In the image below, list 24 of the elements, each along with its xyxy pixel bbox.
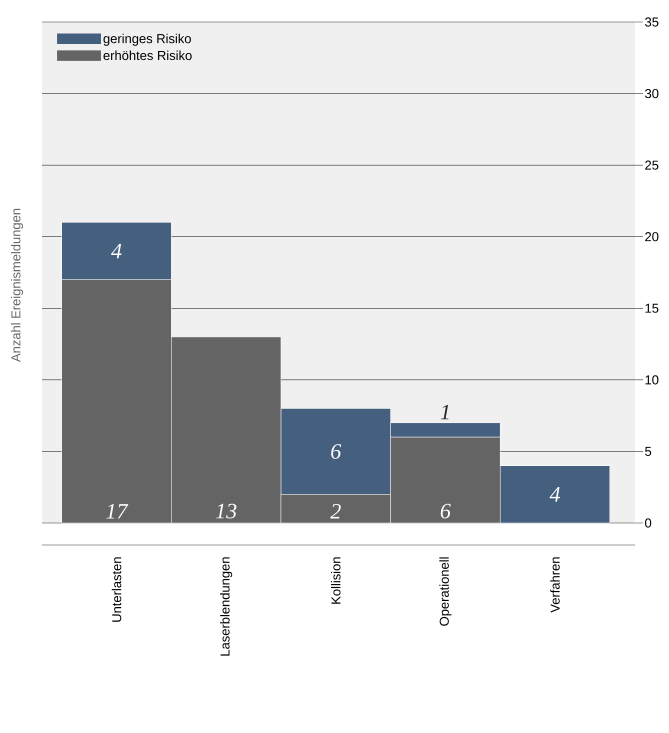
data-label: 6 xyxy=(331,444,342,459)
y-tick-label: 20 xyxy=(645,232,658,242)
data-label: 4 xyxy=(550,487,560,502)
x-tick-label: Operationell xyxy=(439,557,452,626)
y-tick-label: 10 xyxy=(646,375,658,384)
legend-label: geringes Risiko xyxy=(104,34,191,46)
data-label: 6 xyxy=(440,504,451,518)
data-label: 13 xyxy=(216,504,236,518)
x-tick-label: Laserblendungen xyxy=(220,557,232,656)
data-label: 17 xyxy=(106,504,128,518)
x-tick-label: Verfahren xyxy=(550,557,560,613)
y-tick-label: 25 xyxy=(645,160,658,170)
data-label: 2 xyxy=(330,504,341,518)
y-axis-title: Anzahl Ereignismeldungen xyxy=(10,208,24,362)
y-tick-label: 15 xyxy=(646,304,658,313)
data-label: 4 xyxy=(111,244,122,258)
x-tick-label: Unterlasten xyxy=(112,557,122,622)
y-tick-label: 0 xyxy=(645,518,652,528)
y-tick-label: 30 xyxy=(645,88,658,98)
y-tick-label: 5 xyxy=(645,446,652,456)
legend-label: erhöhtes Risiko xyxy=(104,50,192,60)
x-tick-label: Kollision xyxy=(331,557,341,604)
y-tick-label: 35 xyxy=(645,17,658,27)
data-label: 1 xyxy=(440,404,449,420)
